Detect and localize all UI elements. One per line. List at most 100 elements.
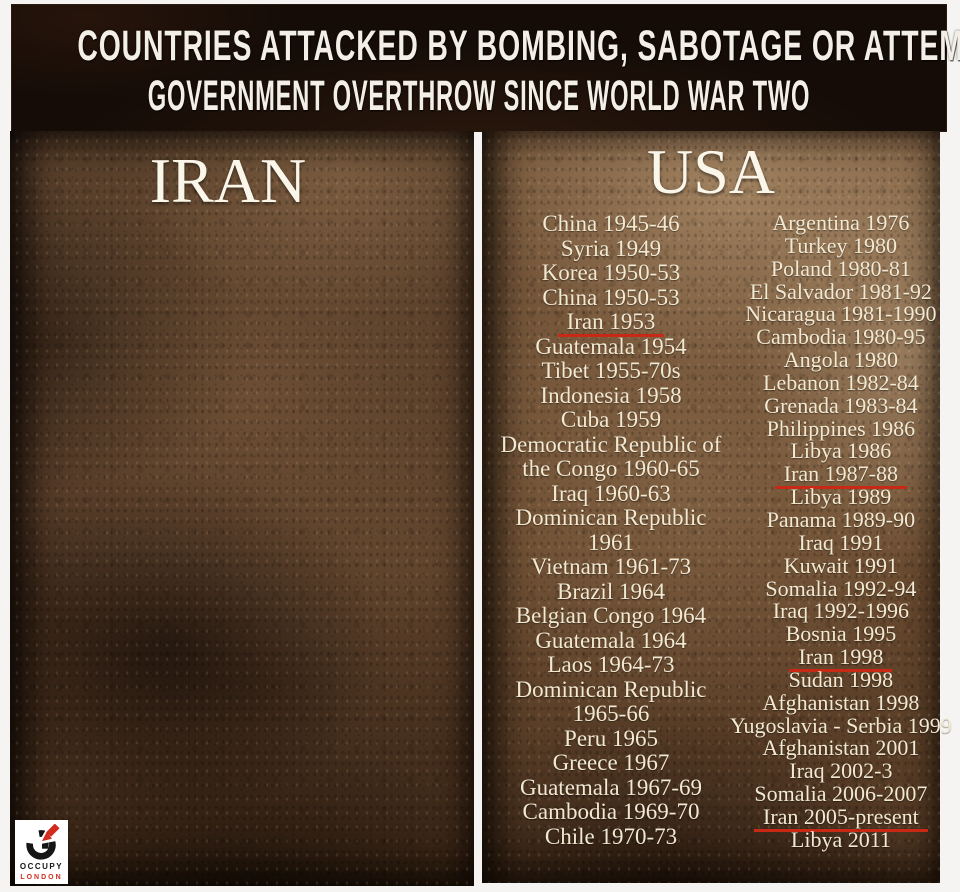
list-item: Iraq 1992-1996 <box>730 598 952 624</box>
list-item: Chile 1970-73 <box>492 823 730 850</box>
list-item: Nicaragua 1981-1990 <box>730 301 952 327</box>
usa-title: USA <box>646 136 776 207</box>
country-entry: Somalia 1992-94 <box>765 575 917 601</box>
list-item: Tibet 1955-70s <box>492 358 730 384</box>
usa-list-column-2: Argentina 1976 Turkey 1980 Poland 1980-81 E… <box>730 210 952 852</box>
list-item: Sudan 1998 <box>730 666 952 692</box>
country-entry: Cambodia 1969-70 <box>522 799 700 824</box>
list-item: Syria 1949 <box>492 235 730 262</box>
list-item: Lebanon 1982-84 <box>730 369 952 395</box>
list-item: Yugoslavia - Serbia 1999 <box>730 712 952 738</box>
list-item: Brazil 1964 <box>492 578 730 605</box>
list-item: Iran 1953 <box>492 309 730 337</box>
country-entry: Brazil 1964 <box>557 578 665 604</box>
iran-entry-underlined: Iran 1998 <box>789 644 893 673</box>
list-item: Indonesia 1958 <box>492 382 730 409</box>
country-entry: Vietnam 1961-73 <box>530 554 692 579</box>
iran-title: IRAN <box>149 145 307 216</box>
list-item: Turkey 1980 <box>730 232 952 258</box>
list-item: Afghanistan 2001 <box>730 735 952 761</box>
country-entry: Laos 1964-73 <box>547 652 675 677</box>
country-entry: Cuba 1959 <box>560 407 662 432</box>
list-item: Somalia 2006-2007 <box>730 781 952 807</box>
country-entry: Dominican Republic 1961 <box>515 505 707 555</box>
country-entry: Cambodia 1980-95 <box>756 324 926 350</box>
list-item: Cuba 1959 <box>492 407 730 433</box>
banner-title-line2: GOVERNMENT OVERTHROW SINCE WORLD WAR TWO <box>147 71 811 120</box>
list-item: Vietnam 1961-73 <box>492 554 730 580</box>
occupy-london-logo: OCCUPY LONDON <box>15 820 68 884</box>
usa-lists: China 1945-46 Syria 1949 Korea 1950-53 Chin… <box>482 211 952 852</box>
list-item: Libya 1986 <box>730 440 952 463</box>
country-entry: Peru 1965 <box>564 725 658 751</box>
country-entry: Argentina 1976 <box>772 210 910 235</box>
country-entry: China 1945-46 <box>542 211 680 236</box>
list-item: Iran 1998 <box>730 644 952 673</box>
list-item: Democratic Republic of the Congo 1960-65 <box>492 431 730 482</box>
list-item: Bosnia 1995 <box>730 622 952 646</box>
list-item: Belgian Congo 1964 <box>492 603 730 629</box>
list-item: Iraq 1991 <box>730 529 952 555</box>
list-item: Cambodia 1969-70 <box>492 799 730 825</box>
country-entry: Nicaragua 1981-1990 <box>745 301 937 327</box>
iran-panel: IRAN OCCUPY LONDON <box>10 131 474 886</box>
list-item: Afghanistan 1998 <box>730 689 952 715</box>
iran-entry-underlined: Iran 1987-88 <box>774 461 908 490</box>
country-entry: Panama 1989-90 <box>766 506 916 532</box>
country-entry: China 1950-53 <box>542 284 680 310</box>
country-entry: Yugoslavia - Serbia 1999 <box>730 712 952 738</box>
country-entry: Belgian Congo 1964 <box>515 603 707 628</box>
country-entry: Libya 1986 <box>790 438 892 464</box>
country-entry: Iraq 1992-1996 <box>772 598 910 624</box>
list-item: Dominican Republic 1965-66 <box>492 677 730 727</box>
list-item: Iran 2005-present <box>730 803 952 832</box>
list-item: Argentina 1976 <box>730 210 952 235</box>
list-item: Somalia 1992-94 <box>730 575 952 601</box>
country-entry: Afghanistan 2001 <box>762 735 920 761</box>
list-item: Iraq 2002-3 <box>730 759 952 783</box>
country-entry: Poland 1980-81 <box>770 255 911 281</box>
occupy-target-arrow-icon <box>25 824 61 860</box>
country-entry: Turkey 1980 <box>784 232 898 258</box>
country-entry: Guatemala 1964 <box>535 627 687 653</box>
iran-entry-underlined: Iran 2005-present <box>754 803 928 832</box>
country-entry: Democratic Republic of the Congo 1960-65 <box>500 431 722 481</box>
usa-list-column-1: China 1945-46 Syria 1949 Korea 1950-53 Chin… <box>492 211 730 852</box>
list-item: Korea 1950-53 <box>492 260 730 286</box>
country-entry: Chile 1970-73 <box>544 823 678 849</box>
usa-panel: USA China 1945-46 Syria 1949 Korea 1950-53… <box>482 131 952 883</box>
list-item: Dominican Republic 1961 <box>492 505 730 555</box>
country-entry: Korea 1950-53 <box>541 260 681 285</box>
country-entry: Afghanistan 1998 <box>762 689 920 715</box>
list-item: China 1945-46 <box>492 211 730 237</box>
country-entry: Lebanon 1982-84 <box>763 369 919 395</box>
list-item: Guatemala 1954 <box>492 334 730 360</box>
list-item: Iran 1987-88 <box>730 461 952 490</box>
banner-title-line1: COUNTRIES ATTACKED BY BOMBING, SABOTAGE … <box>77 21 960 70</box>
list-item: Peru 1965 <box>492 725 730 752</box>
country-entry: Syria 1949 <box>560 235 662 261</box>
country-entry: Sudan 1998 <box>788 666 894 692</box>
title-banner: COUNTRIES ATTACKED BY BOMBING, SABOTAGE … <box>12 5 960 131</box>
iran-entry-underlined: Iran 1953 <box>557 309 665 337</box>
logo-text-london: LONDON <box>20 874 63 881</box>
list-item: Panama 1989-90 <box>730 506 952 532</box>
list-item: Cambodia 1980-95 <box>730 324 952 350</box>
list-item: Grenada 1983-84 <box>730 392 952 418</box>
list-item: Poland 1980-81 <box>730 255 952 281</box>
list-item: China 1950-53 <box>492 284 730 311</box>
list-item: Guatemala 1967-69 <box>492 774 730 801</box>
country-entry: Grenada 1983-84 <box>764 392 918 418</box>
country-entry: Somalia 2006-2007 <box>754 781 928 807</box>
country-entry: Philippines 1986 <box>766 415 916 441</box>
country-entry: Indonesia 1958 <box>540 382 682 408</box>
country-entry: Iraq 1960-63 <box>551 480 671 506</box>
country-entry: Angola 1980 <box>783 347 899 373</box>
list-item: Kuwait 1991 <box>730 554 952 578</box>
list-item: Guatemala 1964 <box>492 627 730 654</box>
country-entry: Greece 1967 <box>552 750 670 775</box>
country-entry: Iraq 1991 <box>798 529 884 555</box>
country-entry: Guatemala 1967-69 <box>519 774 703 800</box>
list-item: Laos 1964-73 <box>492 652 730 678</box>
